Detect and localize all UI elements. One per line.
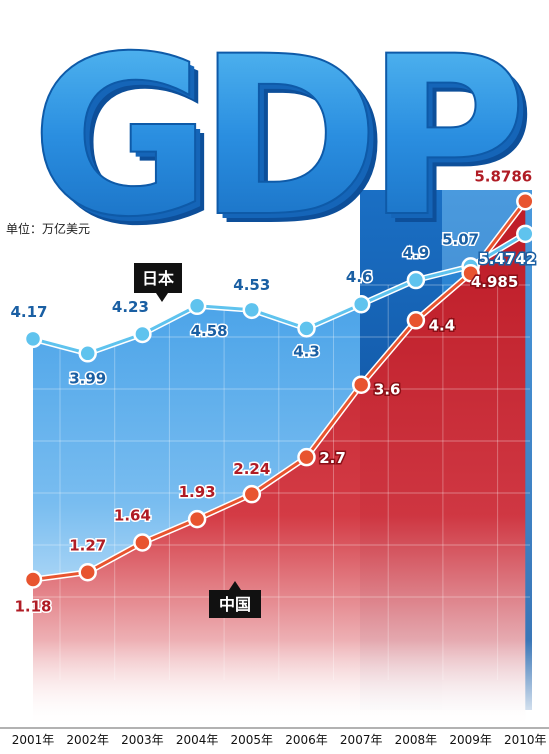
- japan-point: [242, 300, 262, 320]
- japan-point: [187, 296, 207, 316]
- china-point: [297, 447, 316, 467]
- japan-data-label: 4.58: [191, 322, 228, 340]
- china-data-label: 3.6: [374, 381, 401, 399]
- japan-data-label: 4.17: [10, 303, 47, 321]
- japan-data-label: 4.9: [403, 244, 430, 262]
- japan-callout-box: [134, 263, 182, 302]
- chart-title-shadow-2: GDP: [36, 14, 524, 270]
- x-tick-labels: 2001年 2002年 2003年 2004年 2005年 2006年 2007年 2008年…: [12, 733, 547, 747]
- unit-label: 单位：万亿美元: [6, 221, 90, 236]
- china-point: [406, 311, 426, 330]
- china-series-line: [32, 200, 527, 581]
- china-point: [242, 484, 262, 504]
- china-data-label: 1.18: [14, 598, 51, 616]
- japan-data-label: 5.4742: [478, 250, 536, 268]
- x-tick-label: 2010年: [504, 733, 547, 747]
- japan-point: [406, 270, 426, 290]
- x-tick-label: 2006年: [285, 733, 328, 747]
- japan-point: [78, 344, 97, 363]
- x-tick-label: 2005年: [231, 733, 274, 747]
- bottom-fade: [0, 640, 549, 730]
- china-point: [133, 533, 152, 552]
- china-point: [78, 563, 97, 582]
- japan-data-label: 4.23: [112, 298, 149, 316]
- series-layer: 4.17 3.99 4.23 4.58 4.53 4.3 4.6 4.9 5.07 5.4742 1…: [9, 166, 538, 617]
- x-tick-label: 2008年: [395, 733, 438, 747]
- japan-data-label: 4.53: [233, 276, 270, 294]
- japan-data-label: 3.99: [69, 369, 106, 387]
- x-tick-label: 2007年: [340, 733, 383, 747]
- japan-callout: 日本: [134, 263, 182, 302]
- china-point: [516, 192, 535, 211]
- china-callout-label: 中国: [219, 595, 251, 614]
- china-data-label: 4.985: [471, 273, 518, 291]
- china-data-label: 1.27: [69, 536, 106, 554]
- japan-callout-label: 日本: [142, 269, 174, 288]
- china-callout: 中国: [209, 581, 261, 618]
- china-point: [461, 263, 480, 283]
- x-tick-label: 2002年: [66, 733, 109, 747]
- china-data-label: 2.24: [233, 460, 270, 478]
- china-area-fill: [33, 201, 526, 726]
- x-tick-label: 2003年: [121, 733, 164, 747]
- china-data-label: 1.64: [114, 506, 151, 524]
- x-tick-label: 2009年: [449, 733, 492, 747]
- china-point: [23, 570, 43, 589]
- china-data-label: 4.4: [429, 316, 456, 334]
- china-data-label: 2.7: [319, 449, 346, 467]
- china-point: [187, 509, 207, 529]
- china-data-label: 5.8786: [474, 167, 532, 185]
- china-callout-box: [209, 581, 261, 618]
- chart-title-shadow: GDP: [40, 18, 528, 274]
- japan-point: [351, 294, 371, 314]
- japan-series-line: [32, 232, 527, 355]
- china-point: [351, 375, 371, 394]
- japan-data-label: 4.3: [293, 342, 320, 360]
- x-tick-label: 2004年: [176, 733, 219, 747]
- title-group: GDP GDP GDP: [30, 8, 542, 274]
- china-data-label: 1.93: [179, 483, 216, 501]
- japan-point: [133, 324, 152, 344]
- japan-data-label: 5.07: [442, 230, 479, 248]
- japan-point: [297, 319, 316, 338]
- japan-point: [516, 224, 535, 244]
- japan-data-label: 4.6: [346, 268, 373, 286]
- gridlines: [28, 284, 530, 680]
- x-tick-label: 2001年: [12, 733, 55, 747]
- japan-point: [23, 329, 43, 349]
- chart-title: GDP: [31, 9, 519, 265]
